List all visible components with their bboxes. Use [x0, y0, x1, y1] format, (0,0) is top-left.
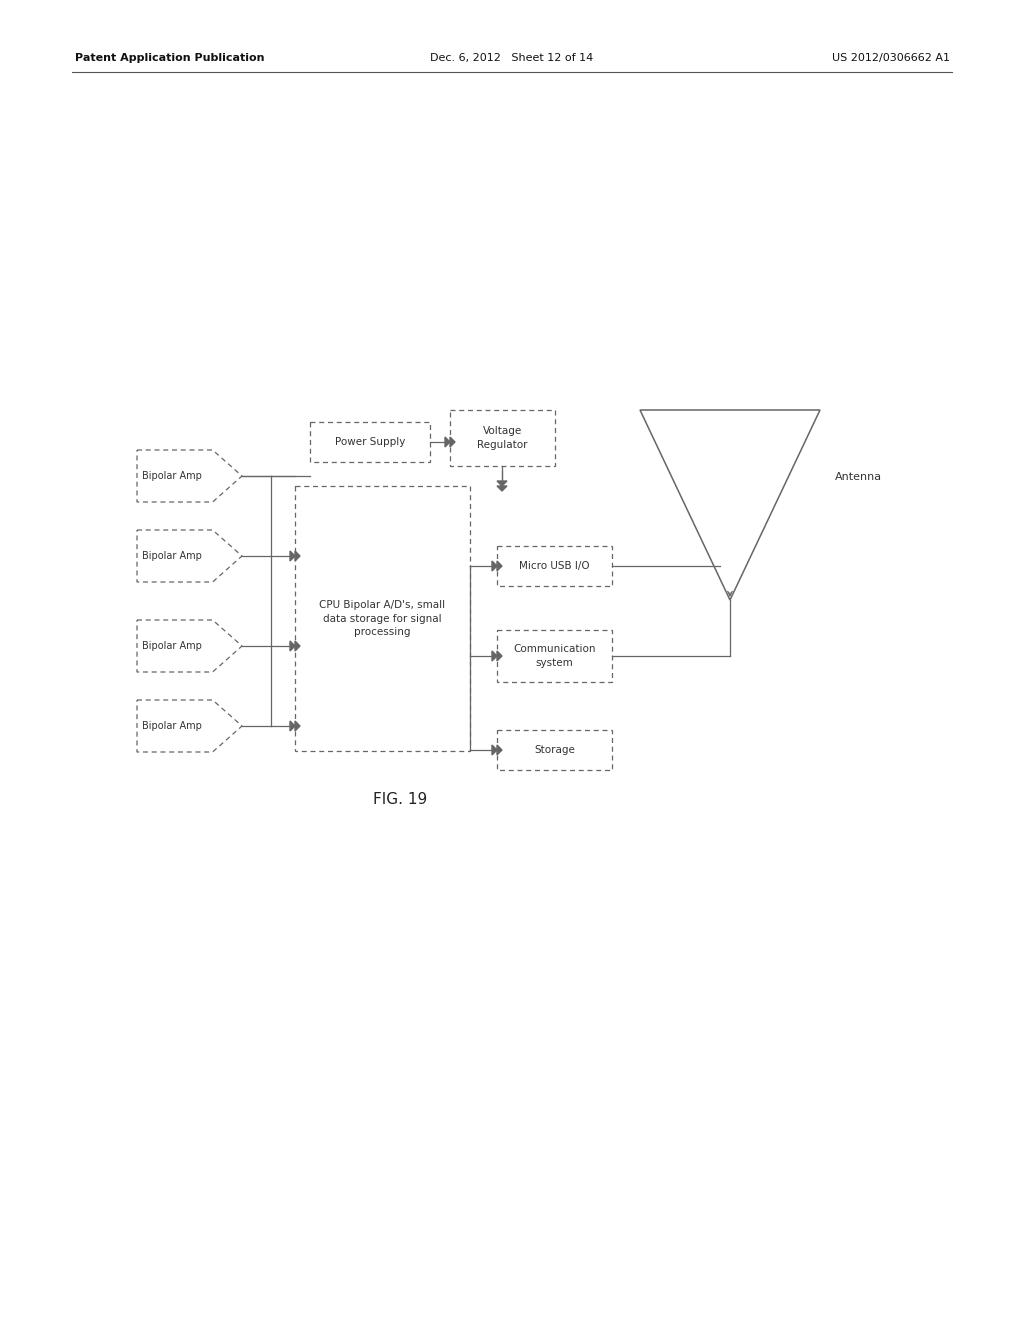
Polygon shape	[290, 721, 295, 731]
Text: Bipolar Amp: Bipolar Amp	[141, 550, 202, 561]
Polygon shape	[492, 561, 497, 572]
Polygon shape	[450, 437, 455, 447]
Text: Dec. 6, 2012   Sheet 12 of 14: Dec. 6, 2012 Sheet 12 of 14	[430, 53, 594, 63]
Polygon shape	[137, 531, 242, 582]
Polygon shape	[640, 411, 820, 601]
Bar	[450, 411, 555, 466]
Bar	[497, 630, 612, 682]
Polygon shape	[497, 651, 502, 661]
Text: Patent Application Publication: Patent Application Publication	[75, 53, 264, 63]
Text: CPU Bipolar A/D's, small
data storage for signal
processing: CPU Bipolar A/D's, small data storage fo…	[319, 601, 445, 636]
Polygon shape	[445, 437, 450, 447]
Text: FIG. 19: FIG. 19	[373, 792, 427, 808]
Polygon shape	[137, 700, 242, 752]
Text: US 2012/0306662 A1: US 2012/0306662 A1	[831, 53, 950, 63]
Polygon shape	[492, 651, 497, 661]
Text: Storage: Storage	[535, 744, 574, 755]
Text: Antenna: Antenna	[835, 471, 882, 482]
Polygon shape	[137, 620, 242, 672]
Bar	[497, 730, 612, 770]
Polygon shape	[295, 721, 300, 731]
Bar	[295, 486, 470, 751]
Polygon shape	[290, 642, 295, 651]
Text: Bipolar Amp: Bipolar Amp	[141, 721, 202, 731]
Polygon shape	[497, 561, 502, 572]
Text: Bipolar Amp: Bipolar Amp	[141, 642, 202, 651]
Polygon shape	[290, 550, 295, 561]
Text: Micro USB I/O: Micro USB I/O	[519, 561, 590, 572]
Polygon shape	[497, 744, 502, 755]
Text: Power Supply: Power Supply	[335, 437, 406, 447]
Polygon shape	[497, 486, 507, 491]
Polygon shape	[497, 480, 507, 486]
Polygon shape	[137, 450, 242, 502]
Text: Communication
system: Communication system	[513, 644, 596, 668]
Polygon shape	[295, 642, 300, 651]
Polygon shape	[492, 744, 497, 755]
Bar	[310, 422, 430, 462]
Polygon shape	[295, 550, 300, 561]
Text: Voltage
Regulator: Voltage Regulator	[477, 426, 527, 450]
Text: Bipolar Amp: Bipolar Amp	[141, 471, 202, 480]
Bar	[497, 546, 612, 586]
